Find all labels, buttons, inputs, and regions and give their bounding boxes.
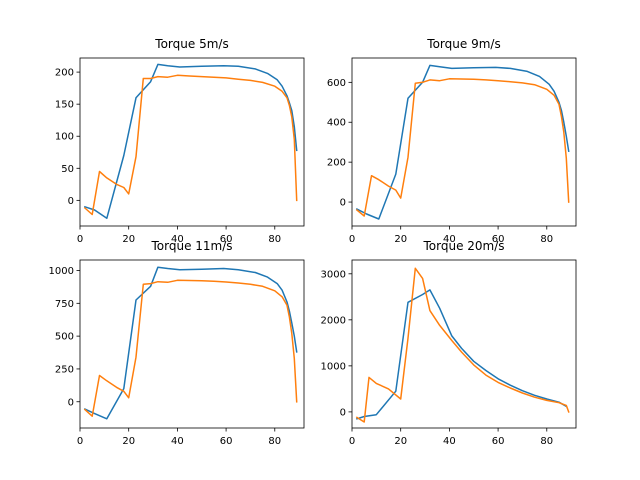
y-tick-label: 200: [55, 68, 74, 79]
y-tick-label: 150: [55, 100, 74, 111]
x-tick-label: 20: [122, 234, 135, 245]
x-tick-label: 0: [349, 436, 355, 447]
series-line-1: [355, 289, 568, 420]
chart-title: Torque 20m/s: [422, 239, 504, 253]
y-tick-label: 400: [327, 118, 346, 129]
x-tick-label: 40: [443, 234, 456, 245]
y-tick-label: 0: [340, 407, 346, 418]
series-line-1: [83, 266, 298, 420]
x-tick-label: 20: [394, 436, 407, 447]
x-tick-label: 60: [220, 436, 233, 447]
y-tick-label: 1000: [49, 266, 74, 277]
series-line-2: [355, 78, 570, 217]
chart-title: Torque 9m/s: [426, 37, 500, 51]
series-line-1: [83, 63, 298, 220]
chart-title: Torque 11m/s: [150, 239, 232, 253]
axes-frame: [351, 57, 577, 227]
y-tick-label: 100: [55, 132, 74, 143]
y-tick-label: 50: [61, 164, 74, 175]
x-tick-label: 20: [122, 436, 135, 447]
x-tick-label: 60: [492, 436, 505, 447]
subplot-1: 0 20 40 60 80 0 50 100 150 200 Torque 5m/s: [55, 37, 305, 245]
x-tick-label: 0: [77, 436, 83, 447]
x-tick-label: 80: [540, 234, 553, 245]
series-line-2: [83, 279, 298, 417]
y-tick-label: 750: [55, 299, 74, 310]
y-tick-label: 0: [68, 397, 74, 408]
y-tick-label: 3000: [321, 269, 346, 280]
x-tick-label: 0: [77, 234, 83, 245]
series-line-1: [355, 64, 570, 220]
y-tick-label: 500: [55, 332, 74, 343]
x-tick-label: 80: [268, 234, 281, 245]
x-tick-label: 40: [171, 436, 184, 447]
subplot-4: 0 20 40 60 80 0 1000 2000 3000 Torque 20m/s: [321, 239, 577, 447]
axes-frame: [79, 57, 305, 227]
y-tick-label: 1000: [321, 361, 346, 372]
axes-frame: [79, 259, 305, 429]
x-tick-label: 80: [540, 436, 553, 447]
y-tick-label: 0: [340, 198, 346, 209]
x-tick-label: 60: [492, 234, 505, 245]
x-tick-label: 80: [268, 436, 281, 447]
x-tick-label: 60: [220, 234, 233, 245]
x-tick-label: 40: [443, 436, 456, 447]
x-tick-label: 0: [349, 234, 355, 245]
y-tick-label: 200: [327, 158, 346, 169]
series-line-2: [355, 267, 570, 423]
y-tick-label: 250: [55, 364, 74, 375]
subplot-3: 0 20 40 60 80 0 250 500 750 1000 Torque 11m/s: [49, 239, 305, 447]
y-tick-label: 2000: [321, 315, 346, 326]
subplot-2: 0 20 40 60 80 0 200 400 600 Torque 9m/s: [327, 37, 577, 245]
y-tick-label: 600: [327, 78, 346, 89]
axes-frame: [351, 259, 577, 429]
series-line-2: [83, 74, 298, 216]
x-tick-label: 40: [171, 234, 184, 245]
y-tick-label: 0: [68, 196, 74, 207]
x-tick-label: 20: [394, 234, 407, 245]
chart-title: Torque 5m/s: [154, 37, 228, 51]
